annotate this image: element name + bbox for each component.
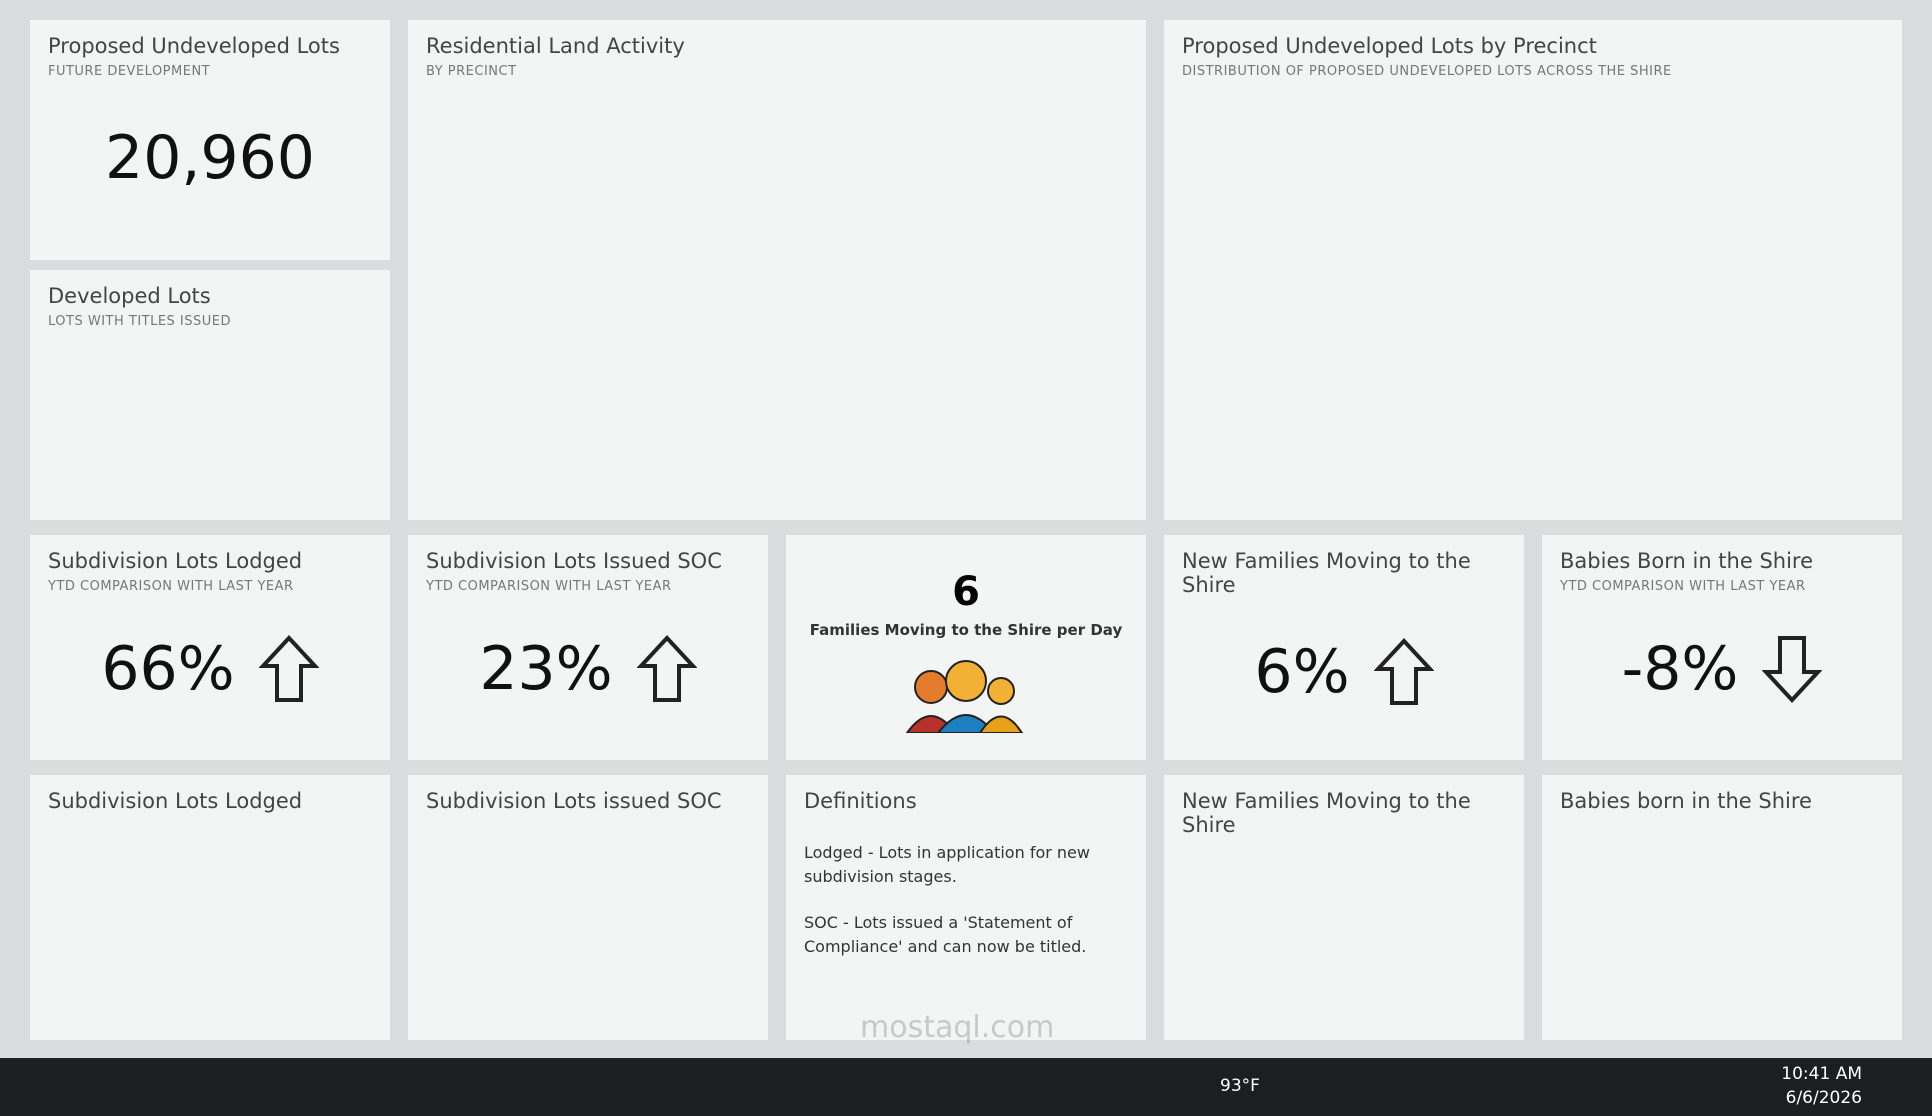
families-icon <box>905 660 1024 733</box>
card-title: Babies Born in the Shire <box>1560 549 1814 573</box>
kpi-value: 23% <box>479 634 613 704</box>
kpi-row: 66% <box>48 634 372 704</box>
card-subtitle: YTD COMPARISON WITH LAST YEAR <box>48 579 294 594</box>
kpi-card: Babies Born in the Shire YTD COMPARISON W… <box>1542 535 1902 760</box>
card-subtitle: YTD COMPARISON WITH LAST YEAR <box>1560 579 1806 594</box>
trend-arrow <box>1762 636 1823 703</box>
card-title: Subdivision Lots Lodged <box>48 549 303 573</box>
kpi-value: -8% <box>1621 634 1739 704</box>
arrow-shape <box>258 635 319 702</box>
definition: SOC - Lots issued a 'Statement of Compli… <box>804 913 1087 956</box>
kpi-card: Subdivision Lots Lodged YTD COMPARISON WI… <box>30 535 390 760</box>
weather: 93°F <box>1220 1076 1260 1096</box>
person-head <box>914 670 948 704</box>
card-title: Subdivision Lots issued SOC <box>426 789 722 813</box>
person-head <box>945 660 987 702</box>
card-title: Subdivision Lots Lodged <box>48 789 303 813</box>
trend-arrow <box>258 635 319 702</box>
bar-card: Subdivision Lots Lodged0K2K1.2K13/142.1K… <box>30 775 390 1040</box>
person-body <box>978 715 1024 733</box>
clock-time: 10:41 AM <box>1781 1064 1862 1084</box>
pie-card: Proposed Undeveloped Lots by Precinct DIS… <box>1164 20 1902 520</box>
bar-card: Subdivision Lots issued SOC0K2K1.1K13/14… <box>408 775 768 1040</box>
definitions-card: Definitions Lodged - Lots in application… <box>786 775 1146 1040</box>
arrow-shape <box>1762 636 1823 703</box>
kpi-value: 6% <box>1254 637 1350 707</box>
card-title: New Families Moving to the Shire <box>1182 549 1471 597</box>
kpi-value: 6 <box>952 569 980 615</box>
card-subtitle: BY PRECINCT <box>426 64 517 79</box>
definition: Lodged - Lots in application for new sub… <box>804 843 1090 886</box>
kpi-card: 6 Families Moving to the Shire per Day <box>786 535 1146 760</box>
arrow-shape <box>1373 638 1434 705</box>
kpi-card: Proposed Undeveloped Lots FUTURE DEVELOPM… <box>30 20 390 260</box>
trend-arrow <box>636 635 697 702</box>
card-title: Proposed Undeveloped Lots <box>48 34 340 58</box>
definitions-title: Definitions <box>804 789 917 813</box>
kpi-value: 20,960 <box>105 123 315 193</box>
bar-card: Babies born in the Shire0K1K2K1.6K13/141… <box>1542 775 1902 1040</box>
kpi-card: Subdivision Lots Issued SOC YTD COMPARISO… <box>408 535 768 760</box>
card-title: Proposed Undeveloped Lots by Precinct <box>1182 34 1597 58</box>
trend-arrow <box>1373 638 1434 705</box>
card-subtitle: DISTRIBUTION OF PROPOSED UNDEVELOPED LOT… <box>1182 64 1672 79</box>
card-title: Babies born in the Shire <box>1560 789 1812 813</box>
card-title: Subdivision Lots Issued SOC <box>426 549 722 573</box>
clock-date: 6/6/2026 <box>1785 1088 1862 1108</box>
kpi-caption: Families Moving to the Shire per Day <box>809 621 1123 639</box>
kpi-value: 66% <box>101 634 235 704</box>
card-title: Residential Land Activity <box>426 34 685 58</box>
kpi-card: New Families Moving to the Shire 6% <box>1164 535 1524 760</box>
kpi-row: 20,960 <box>48 123 372 193</box>
kpi-row: 23% <box>426 634 750 704</box>
arrow-shape <box>636 635 697 702</box>
taskbar: 93°F 10:41 AM 6/6/2026 <box>0 1058 1932 1116</box>
card-subtitle: FUTURE DEVELOPMENT <box>48 64 211 79</box>
card-subtitle: LOTS WITH TITLES ISSUED <box>48 314 232 329</box>
kpi-row: 6% <box>1182 637 1506 707</box>
person-head <box>987 677 1015 705</box>
card-subtitle: YTD COMPARISON WITH LAST YEAR <box>426 579 672 594</box>
card-title: Developed Lots <box>48 284 211 308</box>
bar-card: New Families Moving to the Shire0K2K1.1K… <box>1164 775 1524 1040</box>
watermark: mostaql.com <box>860 1010 1055 1045</box>
card-title: New Families Moving to the Shire <box>1182 789 1471 837</box>
kpi-row: -8% <box>1560 634 1884 704</box>
